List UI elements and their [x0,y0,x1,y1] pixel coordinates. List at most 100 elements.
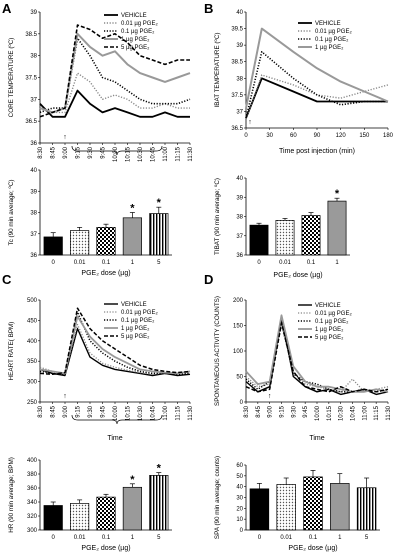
y-axis-label: SPONTANEOUS ACTIVITY (COUNTS) [214,296,221,406]
chart-a-core-temperature: 36 36.5 37 37.5 38 38.5 39 8:30 8:45 9:00 9:15 9:30… [8,10,194,162]
x-tick-label: 0 [257,260,261,266]
y-tick-label: 39.5 [231,27,243,33]
y-tick-label: 39 [30,10,37,16]
bar [249,224,269,256]
x-tick-label: 10:30 [138,146,144,162]
y-tick-label: 360 [27,486,38,492]
x-tick-label: 9:00 [63,146,69,158]
x-tick-label: 11:15 [176,405,182,420]
bar [70,503,90,531]
y-axis-label: IBAT TEMPERATURE (ºC) [214,33,221,108]
y-tick-label: 400 [27,339,38,345]
x-tick-label: 10:45 [151,405,157,421]
series-line [245,77,388,119]
y-tick-label: 500 [27,298,38,304]
x-tick-label: 9:30 [88,146,94,158]
x-tick-label: 1 [338,535,342,541]
y-tick-label: 380 [27,472,38,478]
legend-label: 0.1 µg PGE₂ [315,37,349,43]
x-tick-label: 9:15 [280,405,286,417]
y-axis-label: SPA (90 min average; counts) [214,456,221,539]
x-tick-label: 11:00 [163,146,169,161]
x-tick-label: 1 [131,535,135,541]
significance-star: * [130,474,135,486]
legend-label: 0.1 µg PGE₂ [121,318,155,324]
legend-label: 0.01 µg PGE₂ [121,21,158,27]
legend-label: 0.01 µg PGE₂ [315,29,352,35]
injection-arrow: ↑ [63,134,67,141]
time-window-brace [71,414,163,425]
legend-label: 0.01 µg PGE₂ [121,310,158,316]
bar [356,487,377,531]
legend-label: 5 µg PGE₂ [315,335,344,341]
y-tick-label: 37.5 [25,76,37,82]
series-line [39,72,190,114]
bar [43,505,63,531]
y-tick-label: 36 [30,253,37,259]
y-tick-label: 300 [27,380,38,386]
x-tick-label: 11:30 [386,405,392,420]
x-tick-label: 9:00 [63,405,69,417]
x-tick-label: 8:30 [244,405,250,417]
series-line [39,89,190,118]
y-tick-label: 200 [233,298,244,304]
y-tick-label: 340 [27,500,38,506]
y-axis-label: CORE TEMPERATURE (ºC) [8,38,15,118]
bar [96,227,116,256]
legend-label: 1 µg PGE₂ [315,327,344,333]
x-tick-label: 0 [52,535,56,541]
x-tick-label: 10:45 [351,405,357,421]
y-tick-label: 320 [27,514,38,520]
x-tick-label: 8:45 [51,146,57,158]
injection-arrow: ↑ [268,393,272,400]
y-axis-label: Tc (90 min average; ºC) [8,180,15,246]
y-tick-label: 36.5 [25,119,37,125]
legend-label: 5 µg PGE₂ [121,45,150,51]
chart-c-hr-bar: 300 320 340 360 380 400 0 0.01 0.1 1 * 5 * HR (90 min… [8,457,172,552]
y-tick-label: 38 [30,211,37,217]
y-tick-label: 38 [236,215,243,221]
legend-label: 5 µg PGE₂ [121,334,150,340]
y-tick-label: 36.5 [231,126,243,132]
series-line [245,314,389,393]
y-tick-label: 60 [236,463,243,469]
x-tick-label: 9:15 [76,405,82,417]
x-axis-label: PGE₂ dose (µg) [288,545,337,552]
y-tick-label: 0 [240,528,244,534]
x-tick-label: 9:00 [268,405,274,417]
significance-star: * [335,188,340,200]
bar [327,200,347,256]
x-axis-label: Time [107,435,122,442]
x-tick-label: 180 [383,133,394,139]
y-tick-label: 37 [30,232,37,238]
x-tick-label: 5 [365,535,369,541]
x-tick-label: 10:15 [126,146,132,162]
series-line [245,50,388,119]
chart-b-ibat-temperature: 36.5 37 37.5 38 38.5 39 39.5 40 0 30 60 90 120 150 180… [214,10,394,155]
x-tick-label: 0.1 [102,535,111,541]
x-tick-label: 9:45 [101,405,107,417]
x-tick-label: 11:30 [188,146,194,161]
x-tick-label: 9:30 [291,405,297,417]
y-axis-label: TIBAT (90 min average; ºC) [214,178,221,255]
y-tick-label: 38 [236,76,243,82]
x-tick-label: 8:30 [38,405,44,417]
x-tick-label: 11:15 [176,146,182,161]
injection-arrow: ↑ [63,393,67,400]
bar [122,486,142,531]
series-line [39,24,190,118]
y-tick-label: 39 [30,189,37,195]
x-tick-label: 0.01 [280,535,292,541]
x-tick-label: 0.1 [309,535,318,541]
y-axis-label: HEART RATE( BPM) [8,322,15,381]
x-tick-label: 5 [157,535,161,541]
panel-letter-a: A [2,1,12,16]
bar [149,475,169,531]
y-tick-label: 40 [236,485,243,491]
x-tick-label: 0.01 [279,260,291,266]
x-tick-label: 0.01 [74,260,86,266]
x-tick-label: 0.1 [102,260,111,266]
y-tick-label: 150 [233,324,244,330]
x-axis-label: PGE₂ dose (µg) [273,272,322,279]
x-tick-label: 9:45 [101,146,107,158]
